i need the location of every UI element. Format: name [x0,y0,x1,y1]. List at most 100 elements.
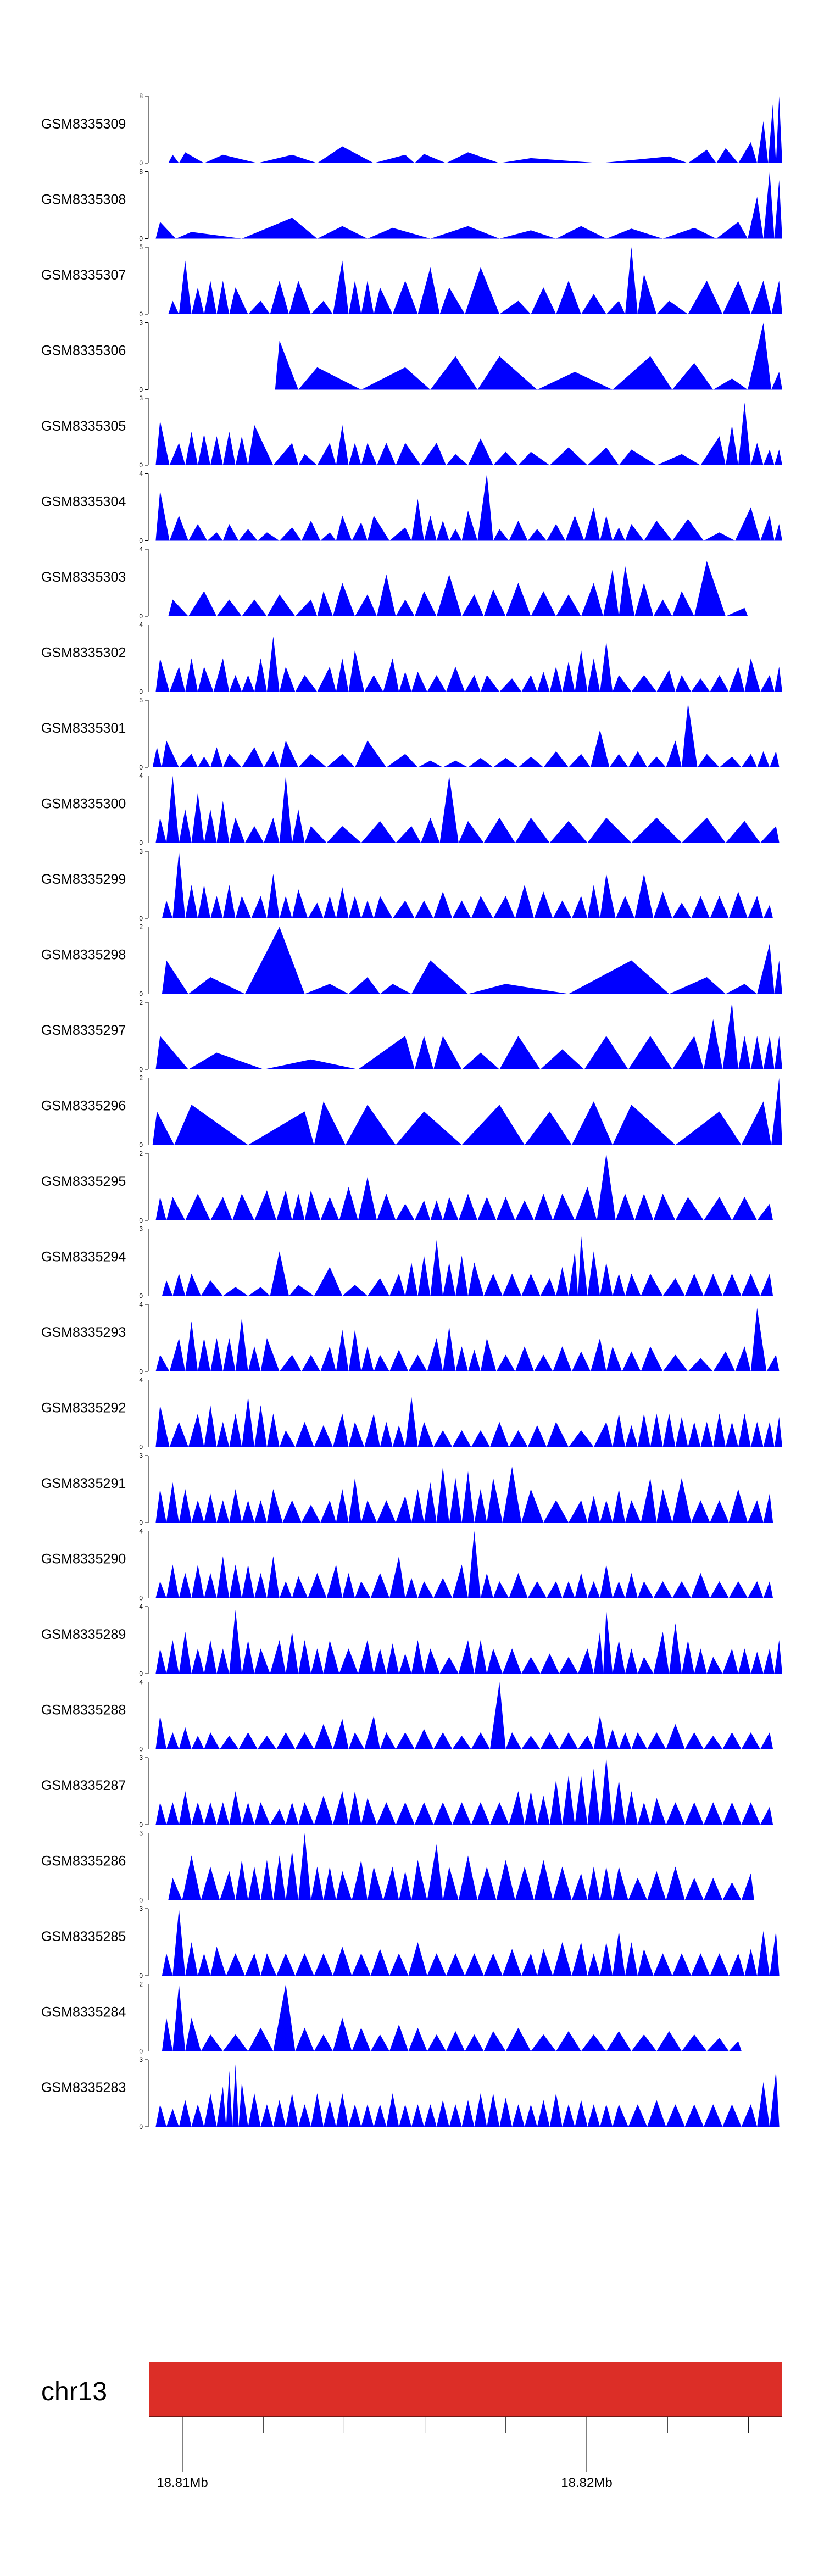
y-tick-label-min: 0 [139,159,143,167]
track-label: GSM8335307 [41,267,126,283]
y-tick-label-min: 0 [139,1746,143,1753]
track-label: GSM8335296 [41,1099,126,1114]
chromosome-label: chr13 [41,2377,107,2406]
track-GSM8335303: GSM8335303 4 0 [41,545,748,620]
y-tick-label-max: 3 [139,394,143,402]
y-tick-label-max: 4 [139,1527,143,1535]
track-GSM8335305: GSM8335305 3 0 [41,394,782,469]
track-label: GSM8335287 [41,1778,126,1793]
track-label: GSM8335300 [41,796,126,812]
track-GSM8335290: GSM8335290 4 0 [41,1527,773,1602]
y-tick-label-max: 3 [139,1830,143,1837]
y-tick-label-max: 3 [139,1225,143,1233]
y-tick-label-max: 2 [139,1150,143,1157]
track-label: GSM8335291 [41,1476,126,1491]
track-GSM8335294: GSM8335294 3 0 [41,1225,773,1300]
track-GSM8335307: GSM8335307 5 0 [41,243,782,318]
coverage-area [155,636,782,692]
y-tick-label-max: 2 [139,1074,143,1082]
track-label: GSM8335297 [41,1023,126,1038]
track-GSM8335302: GSM8335302 4 0 [41,621,782,696]
y-tick-label-max: 3 [139,1754,143,1761]
y-tick-label-min: 0 [139,612,143,620]
track-GSM8335283: GSM8335283 3 0 [41,2056,780,2131]
track-label: GSM8335285 [41,1929,126,1944]
y-tick-label-min: 0 [139,235,143,243]
track-label: GSM8335304 [41,494,126,510]
y-tick-label-min: 0 [139,461,143,469]
track-label: GSM8335302 [41,645,126,661]
track-label: GSM8335309 [41,116,126,132]
coverage-area [155,1153,773,1220]
track-GSM8335295: GSM8335295 2 0 [41,1150,773,1224]
y-tick-label-min: 0 [139,537,143,545]
y-tick-label-min: 0 [139,310,143,318]
y-tick-label-min: 0 [139,1519,143,1526]
y-tick-label-min: 0 [139,1821,143,1828]
y-tick-label-max: 2 [139,923,143,931]
y-tick-label-max: 8 [139,168,143,176]
coverage-area [168,96,782,163]
track-GSM8335298: GSM8335298 2 0 [41,923,782,998]
y-tick-label-max: 3 [139,2056,143,2064]
y-tick-label-max: 5 [139,696,143,704]
track-GSM8335301: GSM8335301 5 0 [41,696,780,771]
coverage-area [152,702,780,767]
track-label: GSM8335290 [41,1552,126,1567]
track-GSM8335297: GSM8335297 2 0 [41,999,782,1073]
y-tick-label-min: 0 [139,1368,143,1375]
coverage-area [162,1909,780,1976]
coverage-area [162,1984,742,2051]
y-tick-label-min: 0 [139,990,143,998]
track-label: GSM8335286 [41,1854,126,1869]
track-GSM8335299: GSM8335299 3 0 [41,847,773,922]
coverage-area [168,561,748,616]
track-label: GSM8335308 [41,192,126,208]
track-GSM8335292: GSM8335292 4 0 [41,1376,782,1451]
y-tick-label-min: 0 [139,1066,143,1073]
track-GSM8335289: GSM8335289 4 0 [41,1603,782,1677]
track-label: GSM8335299 [41,872,126,887]
coverage-tracks: GSM833530980GSM833530880GSM833530750GSM8… [41,92,783,2131]
y-tick-label-min: 0 [139,1292,143,1300]
track-GSM8335285: GSM8335285 3 0 [41,1905,780,1980]
y-tick-label-max: 3 [139,1905,143,1913]
track-label: GSM8335306 [41,343,126,359]
track-label: GSM8335292 [41,1401,126,1416]
coverage-area [168,247,782,314]
coverage-area [155,403,782,465]
track-label: GSM8335301 [41,721,126,736]
y-tick-label-max: 4 [139,772,143,780]
track-GSM8335288: GSM8335288 4 0 [41,1679,773,1753]
track-label: GSM8335289 [41,1627,126,1642]
track-GSM8335287: GSM8335287 3 0 [41,1754,773,1828]
y-tick-label-max: 3 [139,1452,143,1459]
track-GSM8335286: GSM8335286 3 0 [41,1830,754,1904]
coverage-area [155,1758,773,1825]
coverage-area [155,1002,782,1069]
y-tick-label-min: 0 [139,1594,143,1602]
y-tick-label-max: 4 [139,1603,143,1610]
coverage-area [162,927,782,994]
y-tick-label-max: 3 [139,847,143,855]
track-label: GSM8335298 [41,947,126,963]
track-label: GSM8335303 [41,570,126,585]
y-tick-label-max: 2 [139,999,143,1006]
y-tick-label-max: 4 [139,470,143,478]
y-tick-label-max: 4 [139,1376,143,1384]
track-label: GSM8335288 [41,1703,126,1718]
y-tick-label-min: 0 [139,1443,143,1451]
track-GSM8335293: GSM8335293 4 0 [41,1301,780,1375]
track-GSM8335296: GSM8335296 2 0 [41,1074,783,1149]
coverage-area [155,776,780,843]
chromosome-bar [149,2362,782,2417]
coverage-area [168,1833,754,1900]
y-tick-label-min: 0 [139,1897,143,1904]
coverage-area [152,1078,783,1145]
y-tick-label-max: 4 [139,545,143,553]
coverage-area [155,1610,782,1674]
y-tick-label-max: 4 [139,1301,143,1308]
y-tick-label-max: 3 [139,319,143,327]
coverage-area [155,2064,780,2127]
